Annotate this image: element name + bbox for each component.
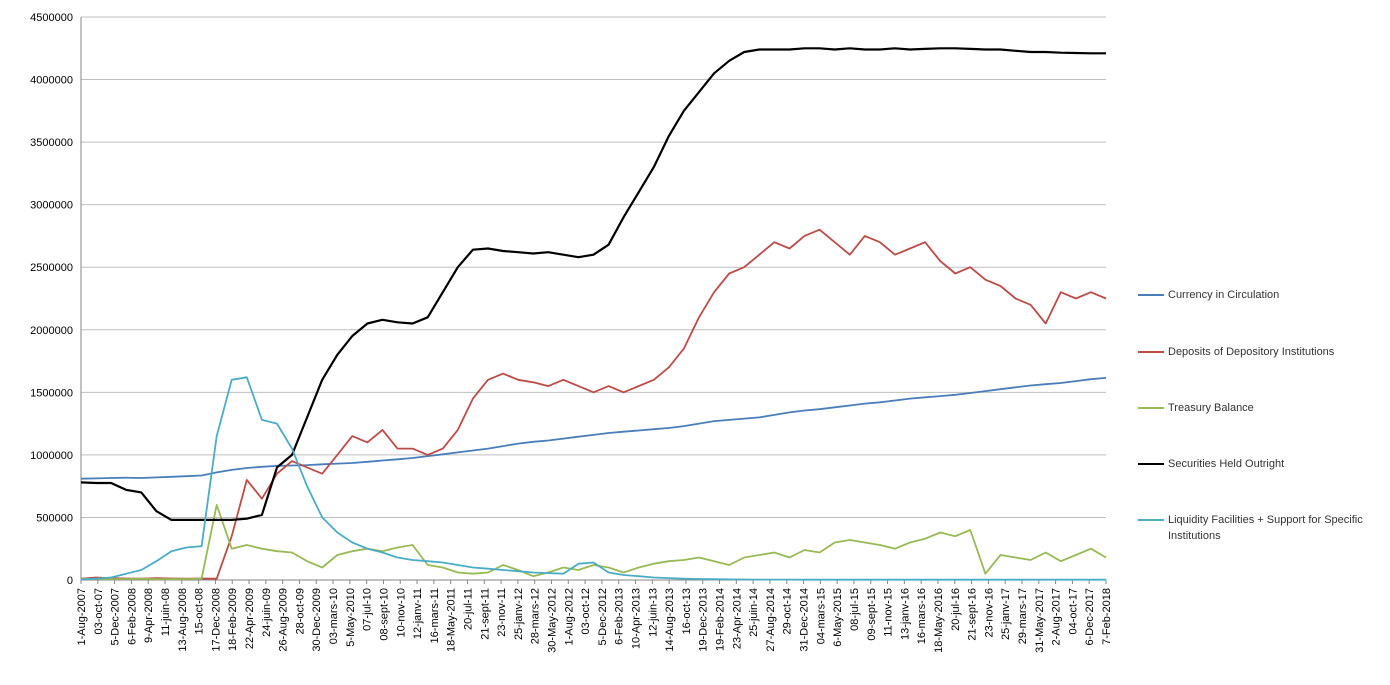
x-tick-label: 28-oct-09	[294, 588, 306, 634]
x-tick-label: 30-May-2012	[546, 588, 558, 653]
x-tick-label: 18-Feb-2009	[227, 588, 239, 651]
x-tick-label: 14-Aug-2013	[664, 588, 676, 652]
legend: Currency in Circulation Deposits of Depo…	[1138, 0, 1383, 685]
x-tick-label: 21-sept-16	[967, 588, 979, 641]
legend-item-securities: Securities Held Outright	[1138, 456, 1383, 472]
x-tick-label: 1-Aug-2012	[563, 588, 575, 646]
x-tick-label: 07-jul-10	[362, 588, 374, 631]
y-tick-label: 3500000	[30, 137, 73, 149]
x-tick-label: 04-mars-15	[815, 588, 827, 644]
y-tick-label: 2500000	[30, 262, 73, 274]
axes	[80, 17, 1106, 581]
x-tick-label: 23-nov-11	[496, 588, 508, 637]
x-tick-label: 16-mars-16	[916, 588, 928, 644]
y-tick-label: 500000	[36, 512, 73, 524]
y-tick-label: 1500000	[30, 387, 73, 399]
x-tick-label: 12-janv-11	[412, 588, 424, 639]
x-tick-label: 31-May-2017	[1034, 588, 1046, 653]
x-tick-label: 18-May-2011	[446, 588, 458, 652]
x-tick-label: 26-Aug-2009	[278, 588, 290, 652]
x-tick-label: 03-mars-10	[328, 588, 340, 644]
x-tick-label: 5-Dec-2012	[597, 588, 609, 645]
x-tick-label: 6-May-2015	[832, 588, 844, 647]
x-tick-label: 5-Dec-2007	[110, 588, 122, 645]
x-tick-label: 27-Aug-2014	[765, 588, 777, 652]
x-tick-label: 20-jul-11	[462, 588, 474, 630]
x-tick-label: 6-Feb-2013	[614, 588, 626, 645]
x-tick-label: 08-sept-10	[378, 588, 390, 641]
x-axis-tick-labels: 1-Aug-2007 03-oct-07 5-Dec-2007 6-Feb-2008 9…	[76, 580, 1113, 653]
x-tick-label: 6-Feb-2008	[126, 588, 138, 645]
x-tick-label: 19-Feb-2014	[715, 588, 727, 651]
y-tick-label: 0	[67, 575, 73, 587]
series-line-3	[80, 47, 1106, 522]
x-tick-label: 5-May-2010	[345, 588, 357, 647]
x-tick-label: 15-oct-08	[194, 588, 206, 634]
legend-swatch	[1138, 519, 1164, 521]
legend-label: Securities Held Outright	[1168, 458, 1285, 470]
series-line-1	[80, 228, 1107, 580]
legend-swatch	[1138, 351, 1164, 353]
x-tick-label: 23-nov-16	[983, 588, 995, 638]
x-tick-label: 03-oct-07	[93, 588, 105, 634]
x-tick-label: 24-juin-09	[261, 588, 273, 637]
legend-swatch	[1138, 407, 1164, 409]
x-tick-label: 19-Dec-2013	[698, 588, 710, 652]
legend-label: Liquidity Facilities + Support for Speci…	[1168, 514, 1363, 542]
x-tick-label: 30-Dec-2009	[311, 588, 323, 652]
x-tick-label: 9-Apr-2008	[143, 588, 155, 643]
x-tick-label: 2-Aug-2017	[1051, 588, 1063, 646]
x-tick-label: 13-Aug-2008	[177, 588, 189, 652]
legend-item-deposits: Deposits of Depository Institutions	[1138, 344, 1383, 360]
x-tick-label: 04-oct-17	[1067, 588, 1079, 634]
line-chart: 0 500000 1000000 1500000 2000000 2500000 30000…	[30, 12, 1113, 653]
x-tick-label: 16-oct-13	[681, 588, 693, 634]
y-tick-label: 1000000	[30, 450, 73, 462]
y-axis-tick-labels: 0 500000 1000000 1500000 2000000 2500000 30000…	[30, 12, 73, 587]
legend-item-treasury: Treasury Balance	[1138, 400, 1383, 416]
x-tick-label: 31-Dec-2014	[799, 588, 811, 652]
x-tick-label: 1-Aug-2007	[76, 588, 88, 646]
x-tick-label: 10-Apr-2013	[631, 588, 643, 649]
y-tick-label: 4000000	[30, 75, 73, 87]
series-line-0	[80, 377, 1107, 480]
series-line-2	[80, 503, 1107, 581]
x-tick-label: 11-juin-08	[160, 588, 172, 636]
x-tick-label: 17-Dec-2008	[210, 588, 222, 652]
y-tick-label: 4500000	[30, 12, 73, 24]
series-line-4	[80, 376, 1106, 581]
x-tick-label: 20-jul-16	[950, 588, 962, 631]
x-tick-label: 6-Dec-2017	[1084, 588, 1096, 645]
x-tick-label: 25-juin-14	[748, 588, 760, 637]
x-tick-label: 21-sept-11	[479, 588, 491, 640]
legend-label: Deposits of Depository Institutions	[1168, 346, 1335, 358]
y-tick-label: 2000000	[30, 325, 73, 337]
x-tick-label: 29-oct-14	[782, 588, 794, 634]
x-tick-label: 23-Apr-2014	[731, 588, 743, 649]
x-tick-label: 11-nov-15	[883, 588, 895, 637]
series-lines	[80, 47, 1107, 581]
x-tick-label: 08-jul-15	[849, 588, 861, 631]
legend-item-liquidity: Liquidity Facilities + Support for Speci…	[1138, 512, 1383, 544]
x-tick-label: 29-mars-17	[1017, 588, 1029, 644]
x-tick-label: 12-juin-13	[647, 588, 659, 637]
legend-label: Treasury Balance	[1168, 402, 1254, 414]
x-tick-label: 7-Feb-2018	[1101, 588, 1113, 645]
x-tick-label: 16-mars-11	[429, 588, 441, 643]
x-tick-label: 18-May-2016	[933, 588, 945, 653]
x-tick-label: 25-janv-12	[513, 588, 525, 640]
x-tick-label: 13-janv-16	[899, 588, 911, 640]
legend-item-currency: Currency in Circulation	[1138, 287, 1383, 303]
x-tick-label: 10-nov-10	[395, 588, 407, 638]
y-tick-label: 3000000	[30, 200, 73, 212]
x-tick-label: 25-janv-17	[1000, 588, 1012, 640]
legend-swatch	[1138, 463, 1164, 465]
x-tick-label: 03-oct-12	[580, 588, 592, 634]
x-tick-label: 22-Apr-2009	[244, 588, 256, 649]
x-tick-label: 09-sept-15	[866, 588, 878, 641]
gridlines	[81, 16, 1106, 518]
legend-swatch	[1138, 294, 1164, 296]
x-tick-label: 28-mars-12	[530, 588, 542, 644]
legend-label: Currency in Circulation	[1168, 289, 1280, 301]
